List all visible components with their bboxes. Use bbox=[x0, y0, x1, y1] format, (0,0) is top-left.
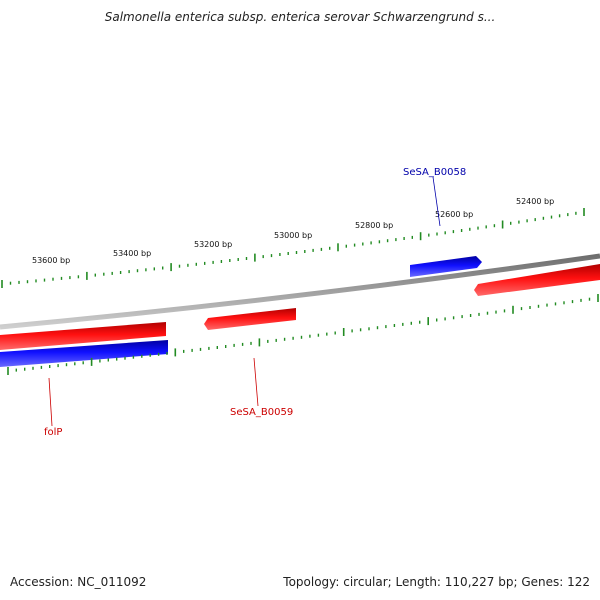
gene-arrow-right-edge[interactable] bbox=[474, 264, 600, 296]
tick-label-52600: 52600 bp bbox=[435, 210, 473, 219]
tick-label-53600: 53600 bp bbox=[32, 256, 70, 265]
tick-label-53400: 53400 bp bbox=[113, 249, 151, 258]
leader-line-sesa-b0058 bbox=[432, 176, 441, 227]
tick-labels: 53600 bp 53400 bp 53200 bp 53000 bp 5280… bbox=[32, 197, 554, 265]
tick-label-52400: 52400 bp bbox=[516, 197, 554, 206]
leader-line-folp bbox=[48, 377, 53, 427]
lower-tick-ruler bbox=[7, 294, 599, 375]
sequence-backbone bbox=[0, 253, 600, 330]
topology-summary: Topology: circular; Length: 110,227 bp; … bbox=[283, 575, 590, 589]
gene-arrow-sesa-b0059[interactable] bbox=[204, 308, 296, 330]
tick-label-52800: 52800 bp bbox=[355, 221, 393, 230]
leader-line-sesa-b0059 bbox=[253, 357, 259, 407]
gene-label-folp[interactable]: folP bbox=[44, 427, 62, 438]
tick-label-53000: 53000 bp bbox=[274, 231, 312, 240]
map-title: Salmonella enterica subsp. enterica sero… bbox=[104, 10, 496, 24]
tick-label-53200: 53200 bp bbox=[194, 240, 232, 249]
gene-label-sesa-b0059[interactable]: SeSA_B0059 bbox=[230, 407, 293, 418]
gene-arrow-sesa-b0058[interactable] bbox=[410, 256, 482, 277]
accession-text: Accession: NC_011092 bbox=[10, 575, 147, 589]
gene-arrow-folp[interactable] bbox=[0, 340, 168, 367]
gene-arrow-left-red[interactable] bbox=[0, 322, 166, 350]
upper-tick-ruler bbox=[1, 208, 585, 288]
gene-label-sesa-b0058[interactable]: SeSA_B0058 bbox=[403, 167, 466, 178]
